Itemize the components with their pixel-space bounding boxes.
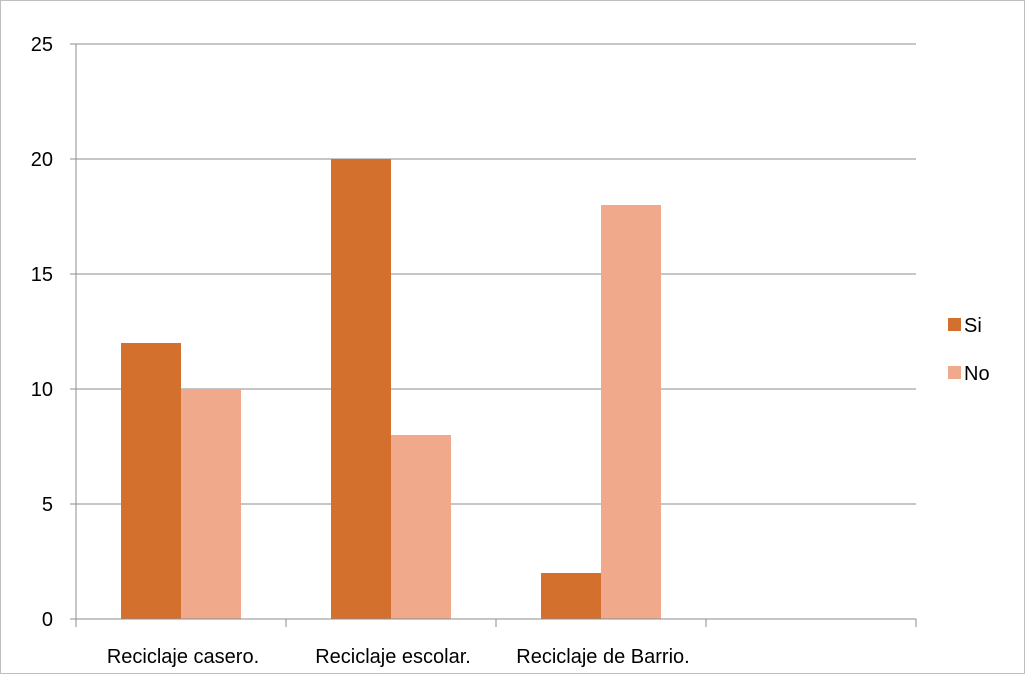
y-tick-label: 25 [31,34,53,56]
bar-no-1 [181,389,241,619]
legend: Si No [948,315,990,385]
x-tick-labels: Reciclaje casero. Reciclaje escolar. Recic… [107,646,690,668]
legend-label-si: Si [964,315,982,337]
y-tick-label: 0 [42,609,53,631]
x-tick-label: Reciclaje de Barrio. [516,646,689,668]
y-tick-label: 20 [31,149,53,171]
y-tick-label: 15 [31,264,53,286]
y-tick-label: 5 [42,494,53,516]
axes [70,43,917,627]
y-tick-label: 10 [31,379,53,401]
bars [121,159,661,619]
bar-no-2 [391,435,451,619]
bar-si-2 [331,159,391,619]
legend-swatch-no [948,366,961,379]
legend-swatch-si [948,318,961,331]
x-tick-label: Reciclaje escolar. [315,646,471,668]
x-tick-label: Reciclaje casero. [107,646,259,668]
y-tick-labels: 0 5 10 15 20 25 [31,34,53,631]
bar-no-3 [601,205,661,619]
bar-si-1 [121,343,181,619]
bar-si-3 [541,573,601,619]
legend-label-no: No [964,363,990,385]
